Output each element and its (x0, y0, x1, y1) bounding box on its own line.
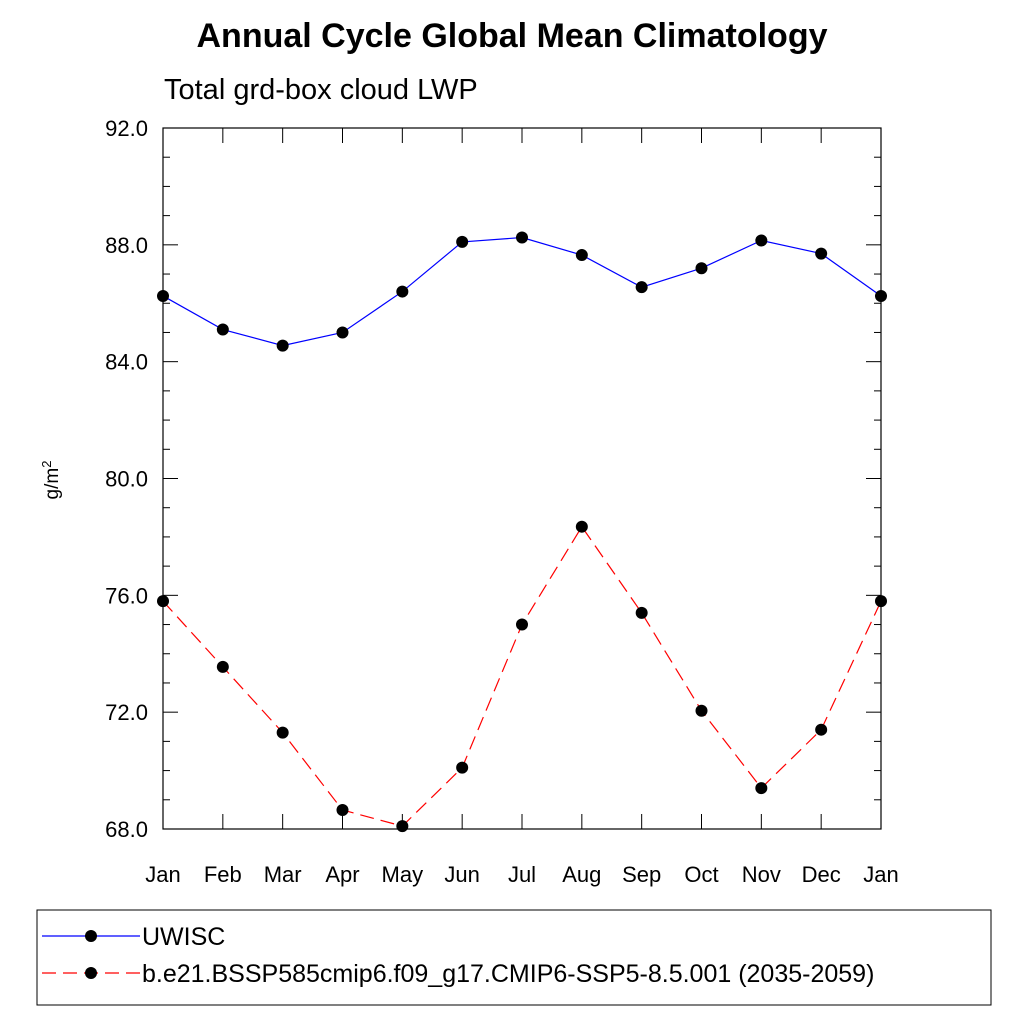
y-axis-label: g/m (42, 468, 63, 500)
data-point (635, 281, 648, 294)
y-axis-label-superscript: 2 (39, 461, 54, 468)
x-tick-label: Mar (264, 862, 302, 887)
legend-marker (85, 930, 97, 942)
data-point (157, 595, 169, 608)
y-tick-label: 88.0 (105, 233, 148, 258)
x-tick-label: Nov (742, 862, 781, 887)
data-point (216, 660, 229, 673)
data-point (157, 289, 169, 302)
x-tick-label: Jun (444, 862, 479, 887)
x-tick-label: Dec (802, 862, 841, 887)
data-point (695, 262, 708, 275)
data-point (575, 249, 588, 262)
legend-box (36, 909, 992, 1006)
chart-subtitle: Total grd-box cloud LWP (164, 74, 478, 106)
data-point (336, 326, 349, 339)
x-tick-label: Sep (622, 862, 661, 887)
data-point (516, 618, 528, 631)
x-tick-label: Oct (684, 862, 718, 887)
x-tick-labels: Jan Feb Mar Apr May Jun Jul Aug Sep Oct Nov Dec Jan (145, 862, 898, 887)
y-axis-title: g/m2 (39, 461, 63, 500)
series-1 (157, 231, 887, 352)
x-tick-label: Jan (145, 862, 180, 887)
data-point (336, 804, 349, 817)
series-line (162, 236, 882, 347)
x-tick-label: Jan (863, 862, 898, 887)
data-point (276, 339, 289, 352)
x-tick-label: Jul (508, 862, 536, 887)
data-point (216, 323, 229, 336)
data-point (815, 723, 828, 736)
data-point (396, 820, 409, 833)
data-point (695, 704, 708, 717)
svg-text:g/m2: g/m2 (39, 461, 63, 500)
x-tick-label: May (382, 862, 424, 887)
data-point (456, 761, 469, 774)
y-tick-label: 80.0 (105, 467, 148, 492)
axis-ticks (162, 127, 882, 830)
y-tick-label: 76.0 (105, 583, 148, 608)
data-point (875, 289, 887, 302)
legend-marker (85, 967, 97, 979)
x-tick-label: Feb (204, 862, 242, 887)
chart-title: Annual Cycle Global Mean Climatology (197, 17, 828, 55)
series-line (162, 525, 882, 827)
y-tick-label: 92.0 (105, 116, 148, 141)
data-point (635, 606, 648, 619)
series-2 (157, 520, 887, 833)
y-tick-labels: 68.0 72.0 76.0 80.0 84.0 88.0 92.0 (105, 116, 148, 842)
series-layer (157, 231, 887, 833)
data-point (575, 520, 588, 533)
legend-label: b.e21.BSSP585cmip6.f09_g17.CMIP6-SSP5-8.… (142, 960, 874, 988)
y-tick-label: 84.0 (105, 350, 148, 375)
data-point (396, 285, 409, 298)
y-tick-label: 68.0 (105, 817, 148, 842)
data-point (456, 235, 469, 248)
data-point (815, 247, 828, 260)
y-tick-label: 72.0 (105, 700, 148, 725)
legend: UWISC b.e21.BSSP585cmip6.f09_g17.CMIP6-SS… (42, 923, 874, 988)
data-point (875, 595, 887, 608)
legend-label: UWISC (142, 923, 225, 951)
data-point (276, 726, 289, 739)
data-point (516, 231, 528, 244)
data-point (755, 782, 768, 795)
x-tick-label: Apr (325, 862, 359, 887)
data-point (755, 234, 768, 247)
x-tick-label: Aug (562, 862, 601, 887)
